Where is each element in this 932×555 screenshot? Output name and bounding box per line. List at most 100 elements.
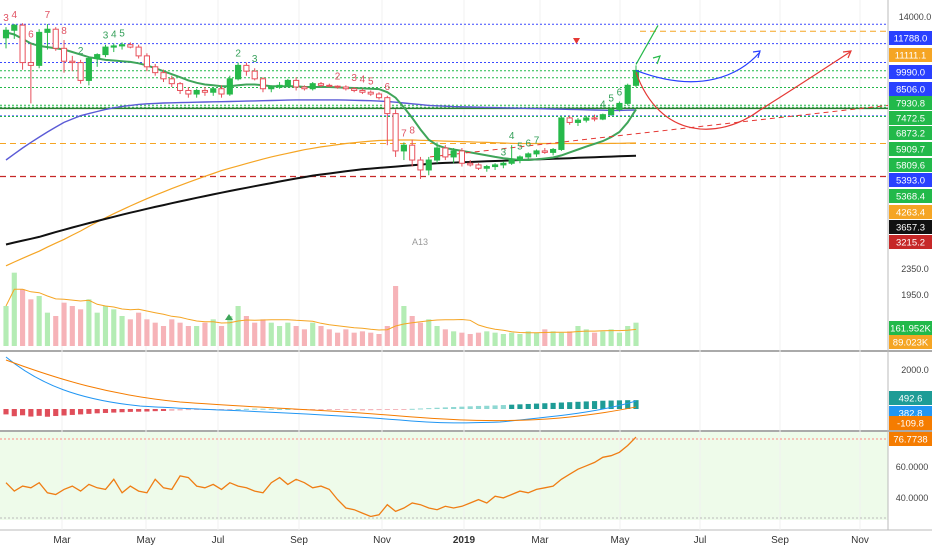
macd-histogram-bar xyxy=(310,409,316,410)
volume-bar xyxy=(583,329,589,346)
price-level-label: 5368.4 xyxy=(896,192,925,203)
x-tick-label: Nov xyxy=(851,535,869,546)
price-level-label-box xyxy=(889,173,932,187)
td-count-label: 2 xyxy=(78,46,84,57)
candle-body xyxy=(19,24,26,64)
macd-histogram-bar xyxy=(144,409,150,412)
x-tick-label: Mar xyxy=(531,535,549,546)
macd-label-box xyxy=(889,391,932,405)
volume-bar xyxy=(542,329,548,346)
volume-bar xyxy=(194,326,200,346)
candle-body xyxy=(392,113,399,152)
ma-orange-line xyxy=(5,139,637,267)
arrowhead-blue xyxy=(752,50,761,59)
arrowhead-green xyxy=(652,55,661,65)
volume-bar xyxy=(210,319,216,346)
td-count-label: 2 xyxy=(235,49,241,60)
trendline-red xyxy=(429,104,889,158)
candle-body xyxy=(276,84,283,88)
candle-body xyxy=(475,164,482,169)
price-level-label: 11788.0 xyxy=(894,34,928,45)
rsi-line xyxy=(5,436,637,518)
price-level-label: 4263.4 xyxy=(896,208,925,219)
x-tick-label: Jul xyxy=(694,535,707,546)
volume-bar xyxy=(276,326,283,346)
td-count-label: 4 xyxy=(600,100,606,111)
volume-bar xyxy=(509,332,515,346)
candle-body xyxy=(384,97,391,115)
macd-histogram-bar xyxy=(500,405,506,409)
candle-body xyxy=(508,159,515,164)
price-axis-tick: 14000.0 xyxy=(899,12,932,22)
volume-bar xyxy=(467,334,473,346)
candle-body xyxy=(483,166,490,169)
volume-bar xyxy=(343,329,349,346)
candle-body xyxy=(36,31,43,66)
macd-histogram-bar xyxy=(227,409,233,410)
td-count-label: 7 xyxy=(534,135,540,146)
volume-bar xyxy=(94,312,100,346)
volume-bar xyxy=(409,316,415,346)
volume-bar xyxy=(3,306,9,346)
candle-body xyxy=(69,60,76,64)
td-count-label: 6 xyxy=(385,82,391,93)
volume-bar xyxy=(144,319,150,346)
candle-body xyxy=(359,89,366,93)
candle-body xyxy=(317,83,325,86)
candle-body xyxy=(342,86,349,90)
candle-body xyxy=(409,144,416,161)
candle-body xyxy=(367,91,374,95)
volume-bar xyxy=(550,331,556,346)
price-level-label: 7472.5 xyxy=(896,114,925,125)
macd-histogram-bar xyxy=(252,408,258,410)
volume-bar xyxy=(326,329,332,346)
volume-bar xyxy=(335,332,341,346)
candle-body xyxy=(492,164,499,168)
macd-histogram-bar xyxy=(152,409,158,412)
candle-body xyxy=(218,88,225,95)
macd-histogram-bar xyxy=(111,409,117,413)
volume-bar xyxy=(185,326,191,346)
td-count-label: 4 xyxy=(111,30,117,41)
price-level-label: 3215.2 xyxy=(896,238,925,249)
volume-bar xyxy=(475,332,482,346)
macd-histogram-bar xyxy=(61,409,67,416)
volume-bar xyxy=(44,312,51,346)
price-level-label: 3657.3 xyxy=(896,223,925,234)
candle-body xyxy=(599,114,606,120)
price-level-label: 9990.0 xyxy=(896,68,925,79)
candle-body xyxy=(2,29,10,39)
candle-body xyxy=(583,117,590,121)
td-count-label: 3 xyxy=(103,31,109,42)
volume-bar xyxy=(69,306,75,346)
candle-body xyxy=(417,159,424,171)
projection-blue xyxy=(635,51,761,83)
candle-body xyxy=(425,159,432,171)
candle-body xyxy=(301,86,308,90)
price-level-label-box xyxy=(889,96,932,110)
td-count-label: 3 xyxy=(252,54,258,65)
x-tick-label: Jul xyxy=(212,535,225,546)
candle-body xyxy=(226,78,233,95)
candle-body xyxy=(77,62,84,81)
candle-body xyxy=(268,86,275,90)
ma-black-line xyxy=(5,154,637,246)
td-count-label: 7 xyxy=(45,10,51,21)
volume-bar xyxy=(492,332,498,346)
macd-histogram-bar xyxy=(376,409,382,411)
candle-body xyxy=(400,144,407,152)
candle-body xyxy=(375,93,383,99)
macd-histogram-bar xyxy=(20,409,26,416)
macd-histogram-bar xyxy=(102,409,109,413)
volume-bar xyxy=(152,322,158,346)
candle-body xyxy=(450,150,457,158)
projection-red xyxy=(635,51,851,130)
macd-histogram-bar xyxy=(28,409,34,417)
macd-histogram-bar xyxy=(442,407,448,409)
candle-body xyxy=(293,79,300,88)
volume-bar xyxy=(484,331,490,346)
macd-histogram-bar xyxy=(484,405,490,409)
macd-histogram-bar xyxy=(11,409,17,417)
volume-bar xyxy=(310,322,316,346)
price-level-label-box xyxy=(889,205,932,219)
